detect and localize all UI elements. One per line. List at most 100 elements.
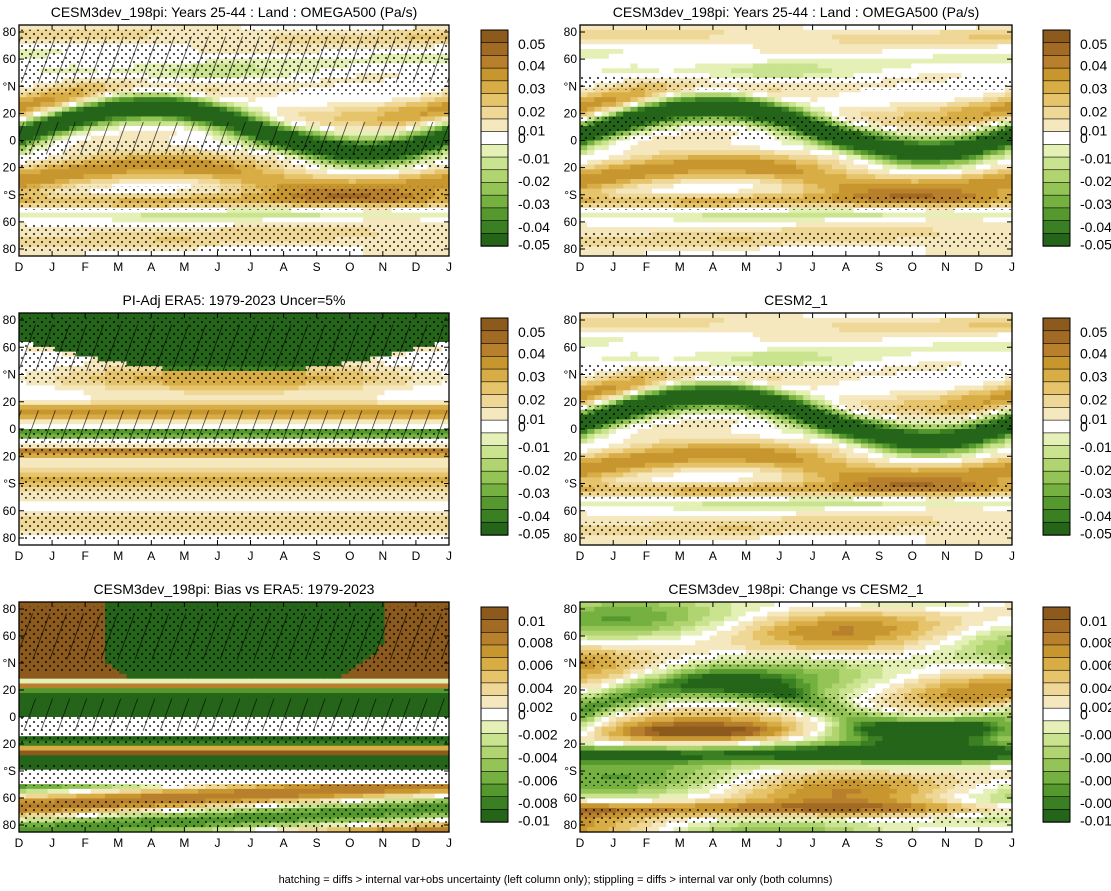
- y-tick-label: 20: [3, 683, 17, 697]
- colorbar-swatch: [1042, 733, 1071, 747]
- x-tick-label: J: [810, 549, 816, 563]
- x-tick-label: J: [610, 836, 616, 850]
- y-tick-label: 20: [564, 683, 578, 697]
- colorbar-swatch: [480, 720, 509, 735]
- significance-overlay: [580, 652, 1012, 823]
- colorbar-swatch: [1042, 80, 1071, 95]
- y-tick-label: °N: [3, 368, 16, 382]
- colorbar-label: 0.006: [518, 657, 553, 673]
- x-tick-label: O: [908, 260, 917, 274]
- colorbar-label: 0.05: [1080, 36, 1107, 52]
- x-tick-label: J: [214, 549, 220, 563]
- colorbar-swatch: [1042, 55, 1071, 69]
- colorbar-swatch: [480, 144, 509, 158]
- colorbar-label: 0.03: [1080, 80, 1107, 96]
- colorbar-label: -0.04: [1080, 219, 1111, 235]
- colorbar-label: -0.006: [1080, 772, 1111, 788]
- x-tick-label: J: [248, 836, 254, 850]
- colorbar-swatch: [480, 432, 509, 447]
- x-tick-label: F: [643, 260, 650, 274]
- y-tick-label: 60: [3, 629, 17, 643]
- colorbar-swatch: [480, 758, 509, 773]
- x-tick-label: A: [709, 549, 717, 563]
- y-tick-label: 80: [3, 531, 17, 545]
- x-tick-label: D: [974, 836, 983, 850]
- colorbar-label: -0.02: [1080, 462, 1111, 478]
- colorbar-label: 0: [1080, 707, 1088, 723]
- colorbar-swatch: [1042, 771, 1071, 785]
- colorbar-swatch: [1042, 657, 1071, 671]
- colorbar-swatch: [1042, 644, 1071, 659]
- colorbar-label: -0.05: [518, 237, 550, 253]
- y-tick-label: 20: [3, 449, 17, 463]
- colorbar-label: -0.002: [518, 727, 558, 743]
- colorbar-label: 0.008: [1080, 634, 1111, 650]
- colorbar-swatch: [1042, 144, 1071, 158]
- colorbar-label: -0.02: [1080, 173, 1111, 189]
- colorbar-swatch: [1042, 809, 1071, 823]
- x-tick-label: O: [345, 549, 354, 563]
- colorbar-label: -0.03: [1080, 196, 1111, 212]
- x-tick-label: S: [313, 836, 321, 850]
- colorbar-label: -0.002: [1080, 727, 1111, 743]
- x-tick-label: J: [214, 836, 220, 850]
- colorbar-swatch: [1042, 368, 1071, 383]
- colorbar-label: 0.03: [518, 369, 545, 385]
- y-tick-label: 80: [3, 25, 17, 39]
- colorbar-label: 0.004: [1080, 680, 1111, 696]
- x-tick-label: J: [1009, 836, 1015, 850]
- colorbar-label: 0.05: [518, 324, 545, 340]
- colorbar-label: -0.04: [1080, 508, 1111, 524]
- x-tick-label: J: [446, 549, 452, 563]
- colorbar-swatch: [480, 232, 509, 247]
- colorbar-label: 0.03: [518, 80, 545, 96]
- x-tick-label: F: [81, 836, 88, 850]
- y-tick-label: °S: [3, 188, 16, 202]
- x-tick-label: J: [214, 260, 220, 274]
- colorbar-label: -0.05: [518, 526, 550, 542]
- significance-overlay: [580, 364, 1012, 536]
- colorbar-swatch: [480, 317, 509, 332]
- colorbar-label: 0.04: [518, 58, 545, 74]
- colorbar-swatch: [1042, 796, 1071, 811]
- x-tick-label: F: [643, 549, 650, 563]
- colorbar-label: -0.03: [518, 196, 550, 212]
- colorbar-label: -0.02: [518, 173, 550, 189]
- colorbar-swatch: [1042, 619, 1071, 634]
- colorbar-swatch: [1042, 207, 1071, 222]
- colorbar-label: 0.02: [1080, 392, 1107, 408]
- x-tick-label: A: [842, 260, 850, 274]
- colorbar-swatch: [480, 445, 509, 460]
- colorbar-swatch: [480, 619, 509, 634]
- y-tick-label: 80: [564, 531, 578, 545]
- colorbar-swatch: [1042, 669, 1071, 684]
- panel-2: CESM3dev_198pi: Years 25-44 : Land : OME…: [564, 4, 1111, 274]
- colorbar-label: -0.008: [1080, 795, 1111, 811]
- x-tick-label: N: [379, 260, 388, 274]
- x-tick-label: D: [576, 549, 585, 563]
- colorbar-label: -0.05: [1080, 237, 1111, 253]
- x-tick-label: J: [49, 260, 55, 274]
- colorbar-label: -0.006: [518, 772, 558, 788]
- colorbar-swatch: [1042, 330, 1071, 345]
- colorbar-swatch: [480, 131, 509, 146]
- colorbar-swatch: [480, 509, 509, 523]
- colorbar-label: 0.01: [518, 613, 545, 629]
- y-tick-label: 20: [3, 737, 17, 751]
- colorbar-label: -0.008: [518, 795, 558, 811]
- x-tick-label: M: [113, 549, 123, 563]
- colorbar-swatch: [480, 355, 509, 370]
- x-tick-label: J: [49, 549, 55, 563]
- colorbar-swatch: [480, 733, 509, 747]
- panel-5: CESM3dev_198pi: Bias vs ERA5: 1979-2023 8…: [3, 581, 558, 850]
- y-tick-label: 80: [3, 602, 17, 616]
- y-tick-label: 20: [3, 395, 17, 409]
- footnote: hatching = diffs > internal var+obs unce…: [278, 874, 833, 886]
- y-tick-label: 60: [3, 215, 17, 229]
- heatmap-cells: [580, 602, 1013, 833]
- x-tick-label: F: [81, 549, 88, 563]
- x-tick-label: D: [974, 260, 983, 274]
